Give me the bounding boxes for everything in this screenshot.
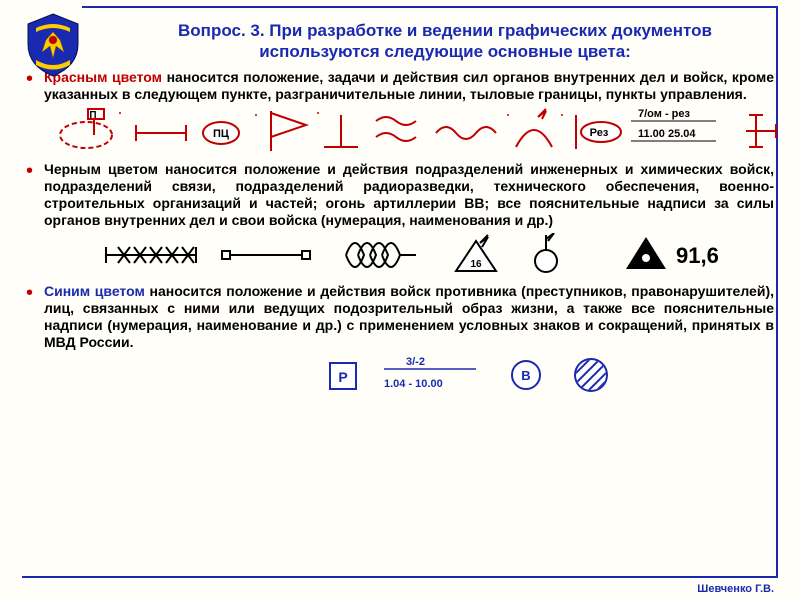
symbols-black: 16 91,6 [56, 233, 774, 277]
symbol-rez-label: Рез [590, 127, 609, 139]
section-red: • Красным цветом наносится положение, за… [22, 69, 778, 155]
symbols-blue: Р 3/-2 1.04 - 10.00 В [326, 353, 774, 399]
lead-black: Черным цветом [44, 161, 158, 177]
blue-v-label: В [521, 368, 530, 383]
slide-title: Вопрос. 3. При разработке и ведении граф… [122, 20, 778, 63]
blue-p-label: Р [338, 369, 347, 385]
border-bottom [22, 576, 778, 578]
blue-top-text: 3/-2 [406, 356, 425, 368]
emblem-icon [18, 10, 88, 80]
symbol-p-label: П [89, 110, 96, 121]
symbols-red: П ПЦ [56, 107, 774, 155]
paragraph-red: Красным цветом наносится положение, зада… [44, 69, 774, 103]
section-black: • Черным цветом наносится положение и де… [22, 161, 778, 277]
rez-top-text: 7/ом - рез [638, 108, 690, 120]
symbol-pc-label: ПЦ [213, 128, 229, 140]
lead-blue: Синим цветом [44, 283, 145, 299]
author-label: Шевченко Г.В. [697, 583, 774, 595]
paragraph-black: Черным цветом наносится положение и дейс… [44, 161, 774, 229]
text-blue: наносится положение и действия войск про… [44, 283, 774, 350]
paragraph-blue: Синим цветом наносится положение и дейст… [44, 283, 774, 351]
border-right [776, 6, 778, 578]
slide: Вопрос. 3. При разработке и ведении граф… [0, 0, 800, 600]
rez-bottom-text: 11.00 25.04 [638, 128, 696, 140]
triangle-number: 16 [470, 259, 482, 270]
delta-number: 91,6 [676, 243, 719, 268]
bullet-icon: • [26, 161, 44, 229]
bullet-icon: • [26, 283, 44, 351]
section-blue: • Синим цветом наносится положение и дей… [22, 283, 778, 399]
blue-bottom-text: 1.04 - 10.00 [384, 378, 443, 390]
border-top [82, 6, 778, 8]
